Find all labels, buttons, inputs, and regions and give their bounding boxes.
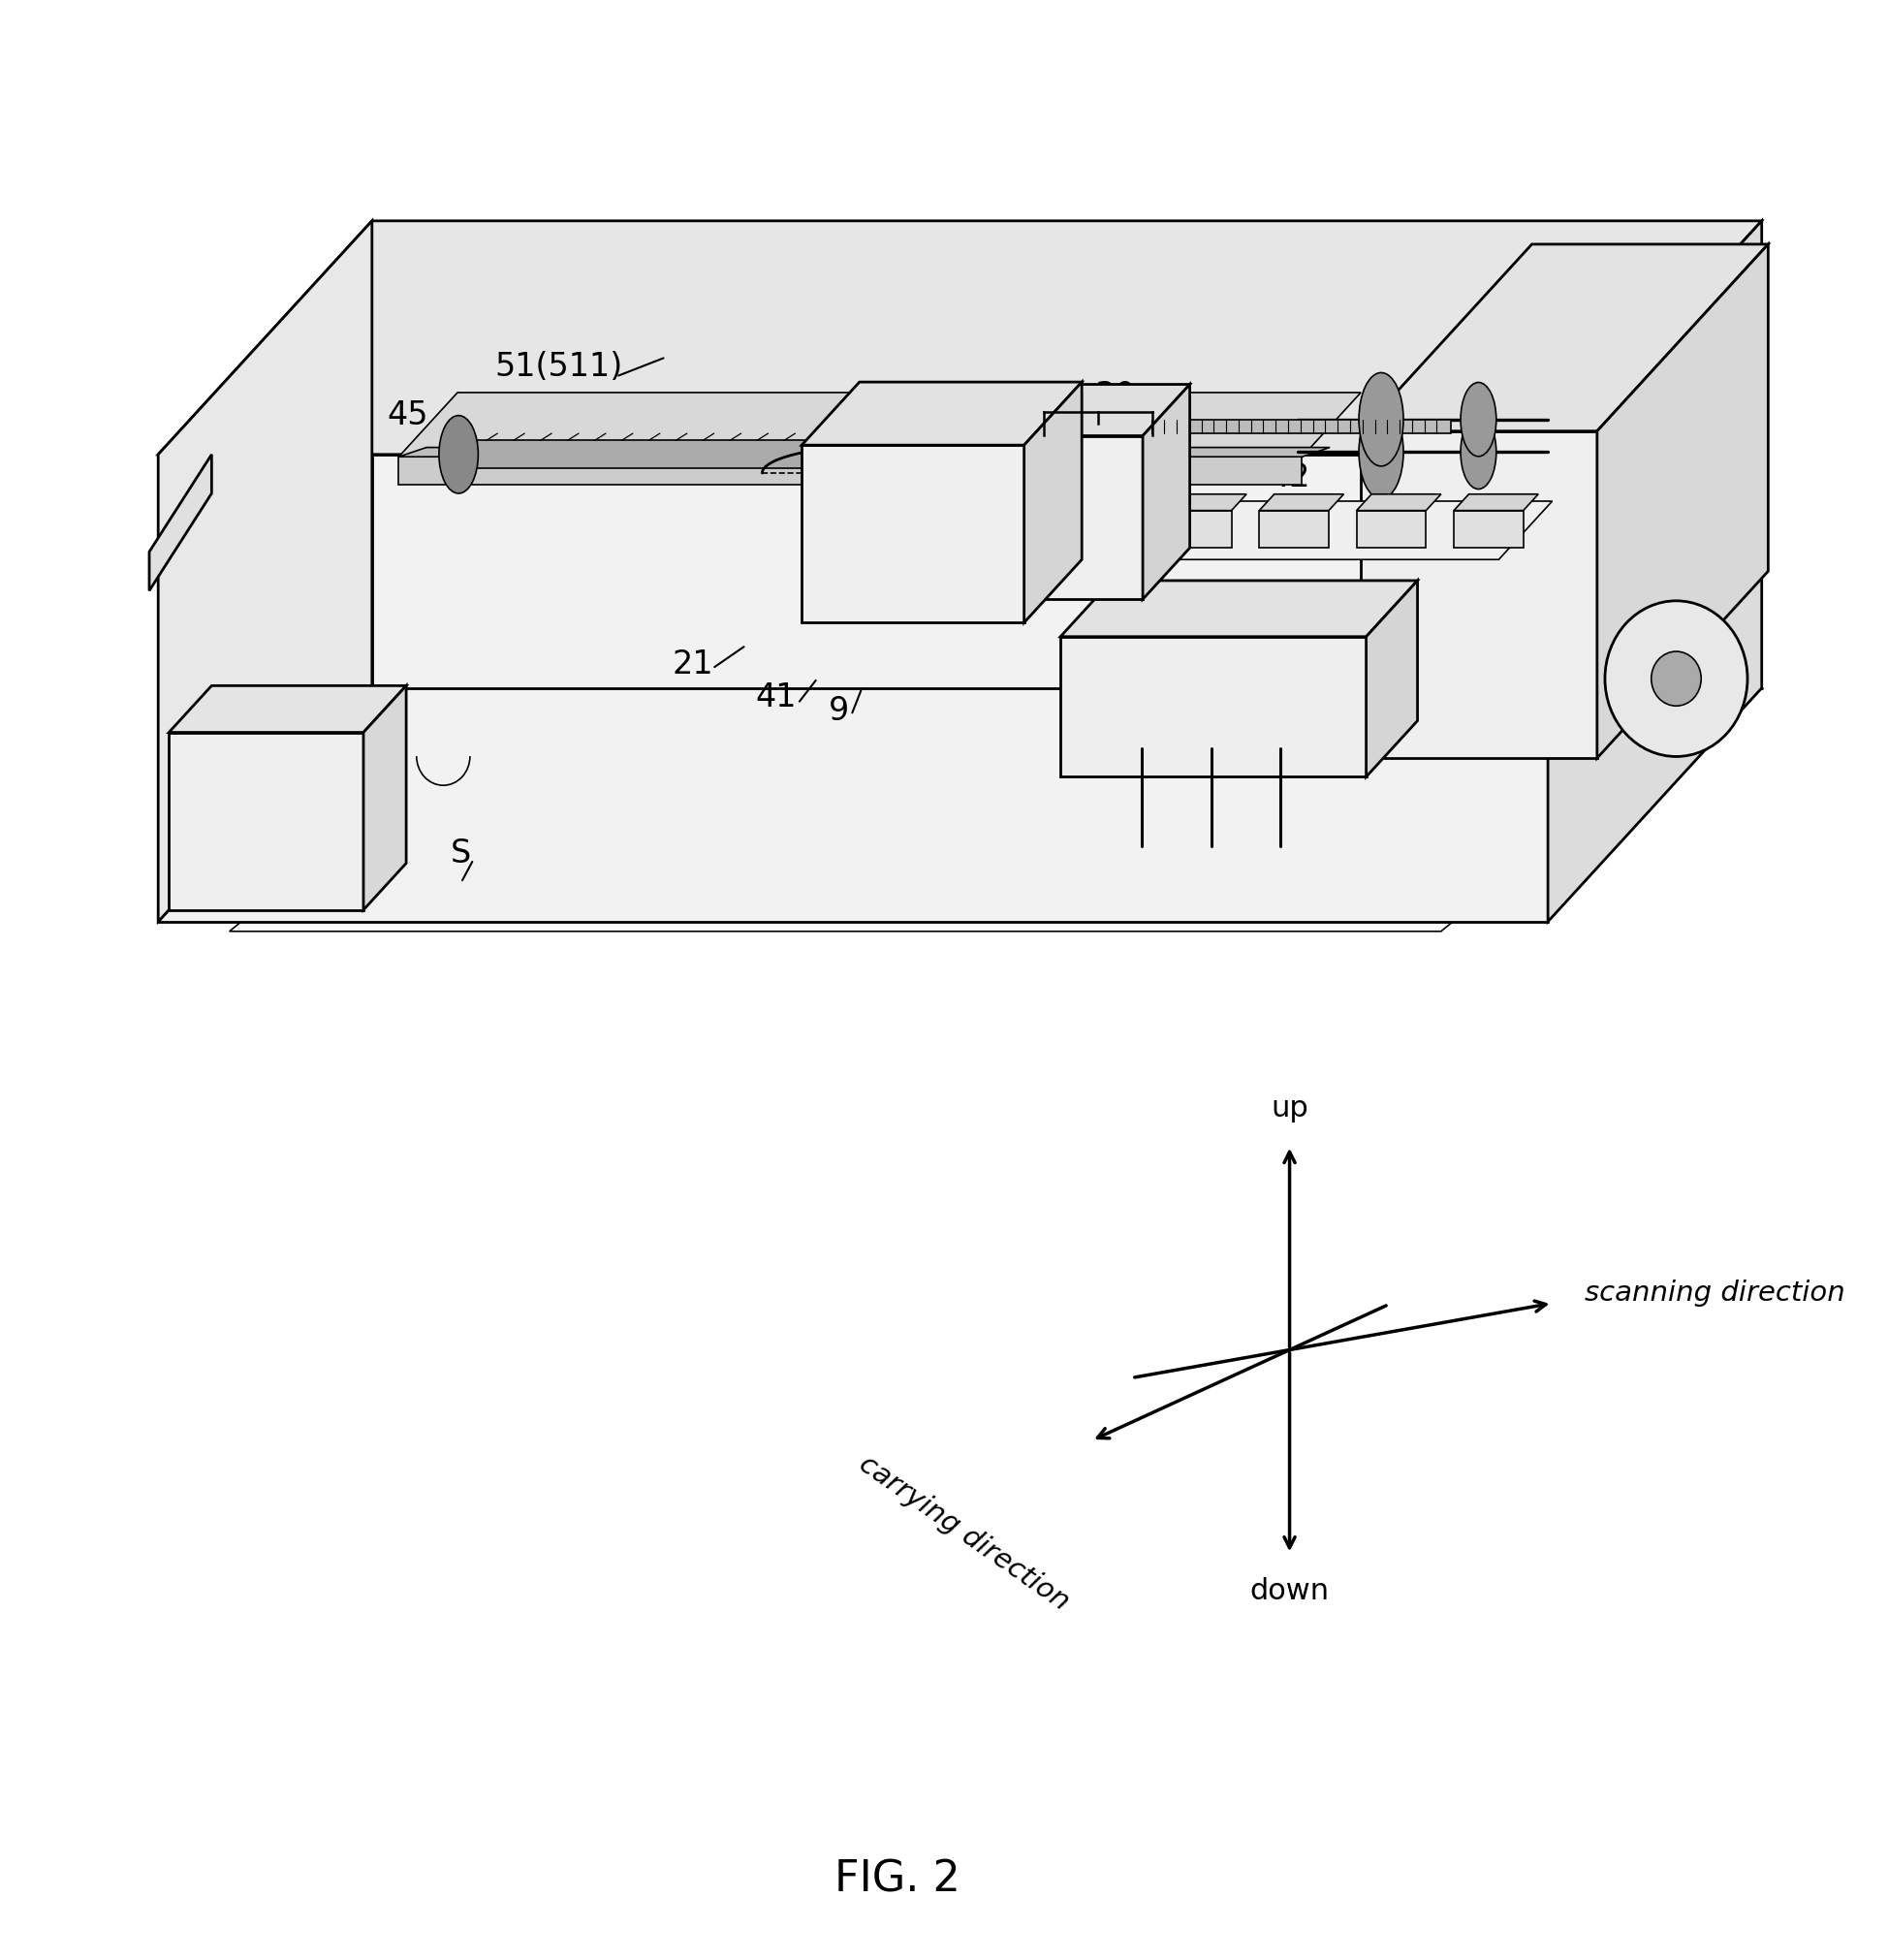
Text: 51(511): 51(511) xyxy=(495,351,623,382)
Polygon shape xyxy=(1454,494,1539,510)
Polygon shape xyxy=(159,455,1548,921)
Polygon shape xyxy=(1367,580,1418,776)
Polygon shape xyxy=(1548,221,1762,921)
Polygon shape xyxy=(1361,431,1597,759)
Polygon shape xyxy=(1259,510,1329,549)
Polygon shape xyxy=(398,392,1361,457)
Text: 42: 42 xyxy=(1269,463,1310,494)
Text: 15: 15 xyxy=(1461,715,1503,747)
Polygon shape xyxy=(1061,637,1367,776)
Text: 9: 9 xyxy=(829,696,850,727)
Polygon shape xyxy=(398,457,1303,484)
Polygon shape xyxy=(802,382,1082,445)
Text: 30: 30 xyxy=(1095,380,1135,412)
Polygon shape xyxy=(1061,580,1418,637)
Polygon shape xyxy=(1023,382,1082,623)
Polygon shape xyxy=(1361,245,1769,431)
Text: 41: 41 xyxy=(755,682,797,713)
Text: down: down xyxy=(1250,1578,1329,1605)
Polygon shape xyxy=(1110,502,1552,559)
Polygon shape xyxy=(1454,510,1524,549)
Polygon shape xyxy=(1161,494,1246,510)
Ellipse shape xyxy=(1461,382,1497,457)
Text: carrying direction: carrying direction xyxy=(853,1450,1074,1615)
Polygon shape xyxy=(398,447,1329,457)
Text: 17A: 17A xyxy=(172,676,234,708)
Polygon shape xyxy=(159,221,372,921)
Text: scanning direction: scanning direction xyxy=(1584,1280,1845,1307)
Text: 31: 31 xyxy=(1037,455,1078,486)
Text: 45: 45 xyxy=(387,400,429,431)
Polygon shape xyxy=(935,384,1189,435)
Polygon shape xyxy=(935,435,1142,600)
Polygon shape xyxy=(802,445,1023,623)
Circle shape xyxy=(1652,651,1701,706)
Polygon shape xyxy=(149,455,211,590)
Text: S: S xyxy=(451,837,472,870)
Text: FIG. 2: FIG. 2 xyxy=(834,1858,961,1899)
Text: 21: 21 xyxy=(672,649,714,680)
Polygon shape xyxy=(230,757,1654,931)
Text: 44: 44 xyxy=(1439,629,1480,661)
Ellipse shape xyxy=(1359,372,1403,466)
Text: 48: 48 xyxy=(797,429,838,461)
Polygon shape xyxy=(168,733,362,909)
Ellipse shape xyxy=(1359,406,1403,498)
Polygon shape xyxy=(362,686,406,909)
Polygon shape xyxy=(459,441,1029,468)
Ellipse shape xyxy=(1461,416,1497,490)
Polygon shape xyxy=(1357,494,1441,510)
Ellipse shape xyxy=(440,416,478,494)
Polygon shape xyxy=(1259,494,1344,510)
Polygon shape xyxy=(1597,245,1769,759)
Polygon shape xyxy=(1357,510,1425,549)
Polygon shape xyxy=(1131,419,1450,433)
Polygon shape xyxy=(168,686,406,733)
Text: 35: 35 xyxy=(1099,455,1140,486)
Circle shape xyxy=(1605,602,1748,757)
Text: 46: 46 xyxy=(179,496,219,529)
Polygon shape xyxy=(1142,384,1189,600)
Text: up: up xyxy=(1271,1094,1308,1121)
Polygon shape xyxy=(159,221,1762,455)
Polygon shape xyxy=(1161,510,1231,549)
Ellipse shape xyxy=(1012,423,1044,486)
